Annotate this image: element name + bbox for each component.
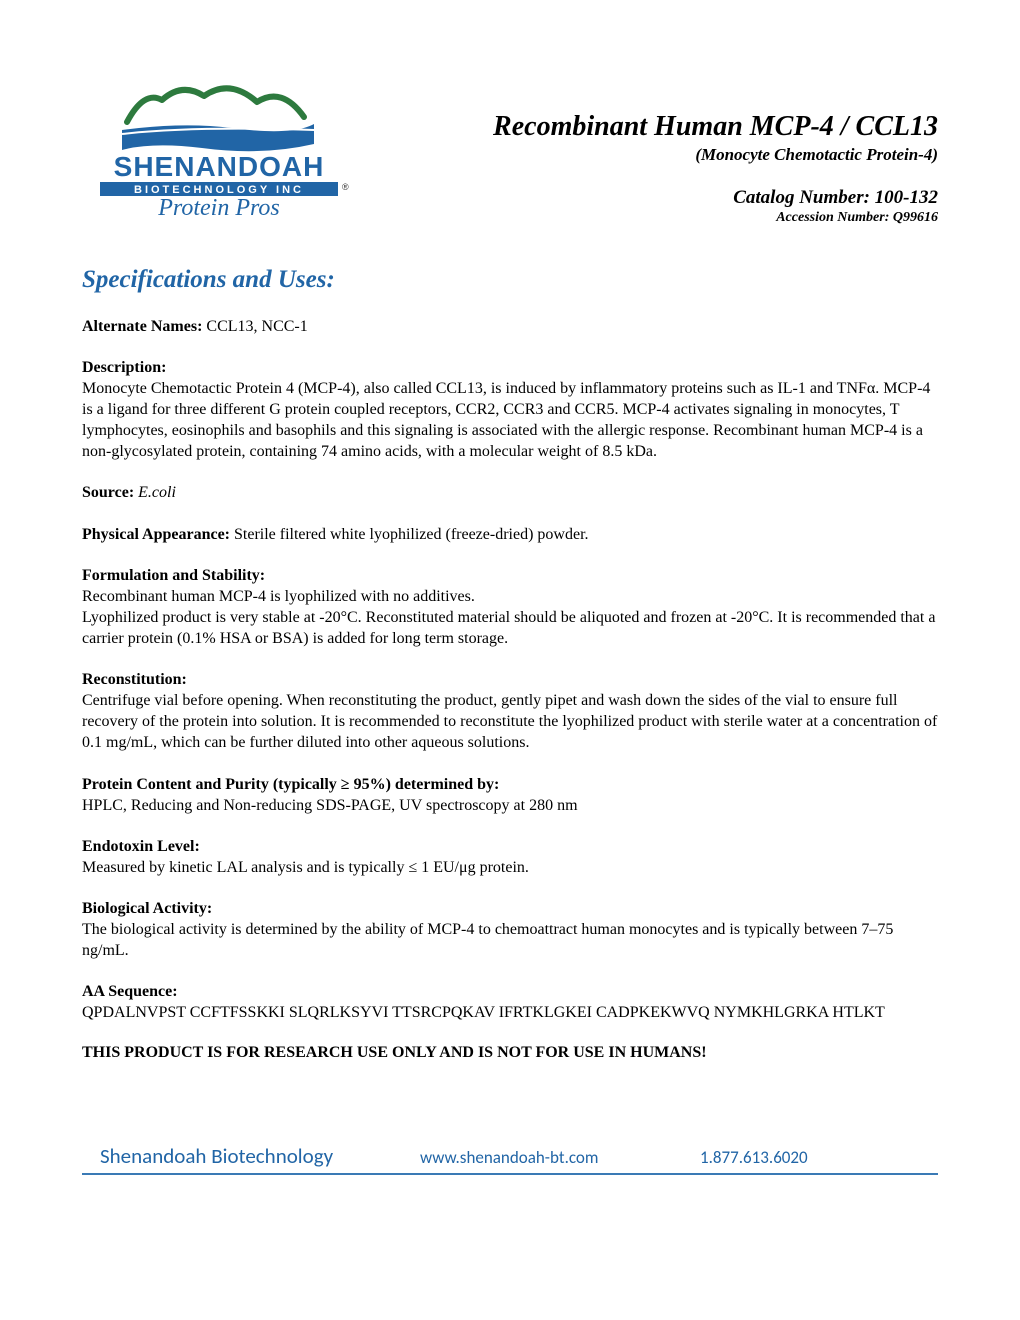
label-purity: Protein Content and Purity (typically ≥ … (82, 774, 938, 795)
label-source: Source: (82, 484, 138, 501)
document-header: SHENANDOAH BIOTECHNOLOGY INC ® Protein P… (82, 72, 938, 226)
label-biological-activity: Biological Activity: (82, 898, 938, 919)
svg-text:Protein Pros: Protein Pros (157, 195, 280, 217)
svg-text:SHENANDOAH: SHENANDOAH (114, 151, 325, 182)
value-source: E.coli (138, 484, 176, 501)
value-reconstitution: Centrifuge vial before opening. When rec… (82, 692, 937, 751)
research-use-warning: THIS PRODUCT IS FOR RESEARCH USE ONLY AN… (82, 1044, 938, 1062)
field-alternate-names: Alternate Names: CCL13, NCC-1 (82, 316, 938, 337)
footer-company: Shenandoah Biotechnology (100, 1143, 420, 1169)
footer-url: www.shenandoah-bt.com (420, 1147, 700, 1168)
accession-number: Accession Number: Q99616 (357, 210, 938, 226)
label-description: Description: (82, 357, 938, 378)
logo-svg: SHENANDOAH BIOTECHNOLOGY INC ® Protein P… (82, 72, 357, 217)
field-description: Description: Monocyte Chemotactic Protei… (82, 357, 938, 463)
value-description: Monocyte Chemotactic Protein 4 (MCP-4), … (82, 380, 930, 460)
field-source: Source: E.coli (82, 482, 938, 503)
value-alternate-names: CCL13, NCC-1 (206, 318, 307, 335)
field-purity: Protein Content and Purity (typically ≥ … (82, 774, 938, 816)
field-biological-activity: Biological Activity: The biological acti… (82, 898, 938, 961)
value-physical-appearance: Sterile filtered white lyophilized (free… (234, 526, 589, 543)
value-purity: HPLC, Reducing and Non-reducing SDS-PAGE… (82, 797, 578, 814)
value-biological-activity: The biological activity is determined by… (82, 921, 893, 959)
label-formulation: Formulation and Stability: (82, 565, 938, 586)
value-aa-sequence: QPDALNVPST CCFTFSSKKI SLQRLKSYVI TTSRCPQ… (82, 1004, 885, 1021)
section-title: Specifications and Uses: (82, 266, 938, 294)
svg-text:®: ® (342, 182, 349, 192)
document-footer: Shenandoah Biotechnology www.shenandoah-… (82, 1143, 938, 1175)
header-titles: Recombinant Human MCP-4 / CCL13 (Monocyt… (357, 72, 938, 226)
company-logo: SHENANDOAH BIOTECHNOLOGY INC ® Protein P… (82, 72, 357, 217)
footer-phone: 1.877.613.6020 (700, 1147, 808, 1168)
field-physical-appearance: Physical Appearance: Sterile filtered wh… (82, 524, 938, 545)
product-title: Recombinant Human MCP-4 / CCL13 (357, 112, 938, 143)
label-aa-sequence: AA Sequence: (82, 981, 938, 1002)
value-formulation-line1: Recombinant human MCP-4 is lyophilized w… (82, 586, 938, 607)
label-endotoxin: Endotoxin Level: (82, 836, 938, 857)
field-reconstitution: Reconstitution: Centrifuge vial before o… (82, 669, 938, 753)
value-formulation-line2: Lyophilized product is very stable at -2… (82, 607, 938, 649)
product-subtitle: (Monocyte Chemotactic Protein-4) (357, 145, 938, 165)
label-physical-appearance: Physical Appearance: (82, 526, 234, 543)
field-formulation: Formulation and Stability: Recombinant h… (82, 565, 938, 649)
label-reconstitution: Reconstitution: (82, 669, 938, 690)
field-endotoxin: Endotoxin Level: Measured by kinetic LAL… (82, 836, 938, 878)
catalog-number: Catalog Number: 100-132 (357, 187, 938, 209)
field-aa-sequence: AA Sequence: QPDALNVPST CCFTFSSKKI SLQRL… (82, 981, 938, 1023)
value-endotoxin: Measured by kinetic LAL analysis and is … (82, 859, 529, 876)
label-alternate-names: Alternate Names: (82, 318, 206, 335)
